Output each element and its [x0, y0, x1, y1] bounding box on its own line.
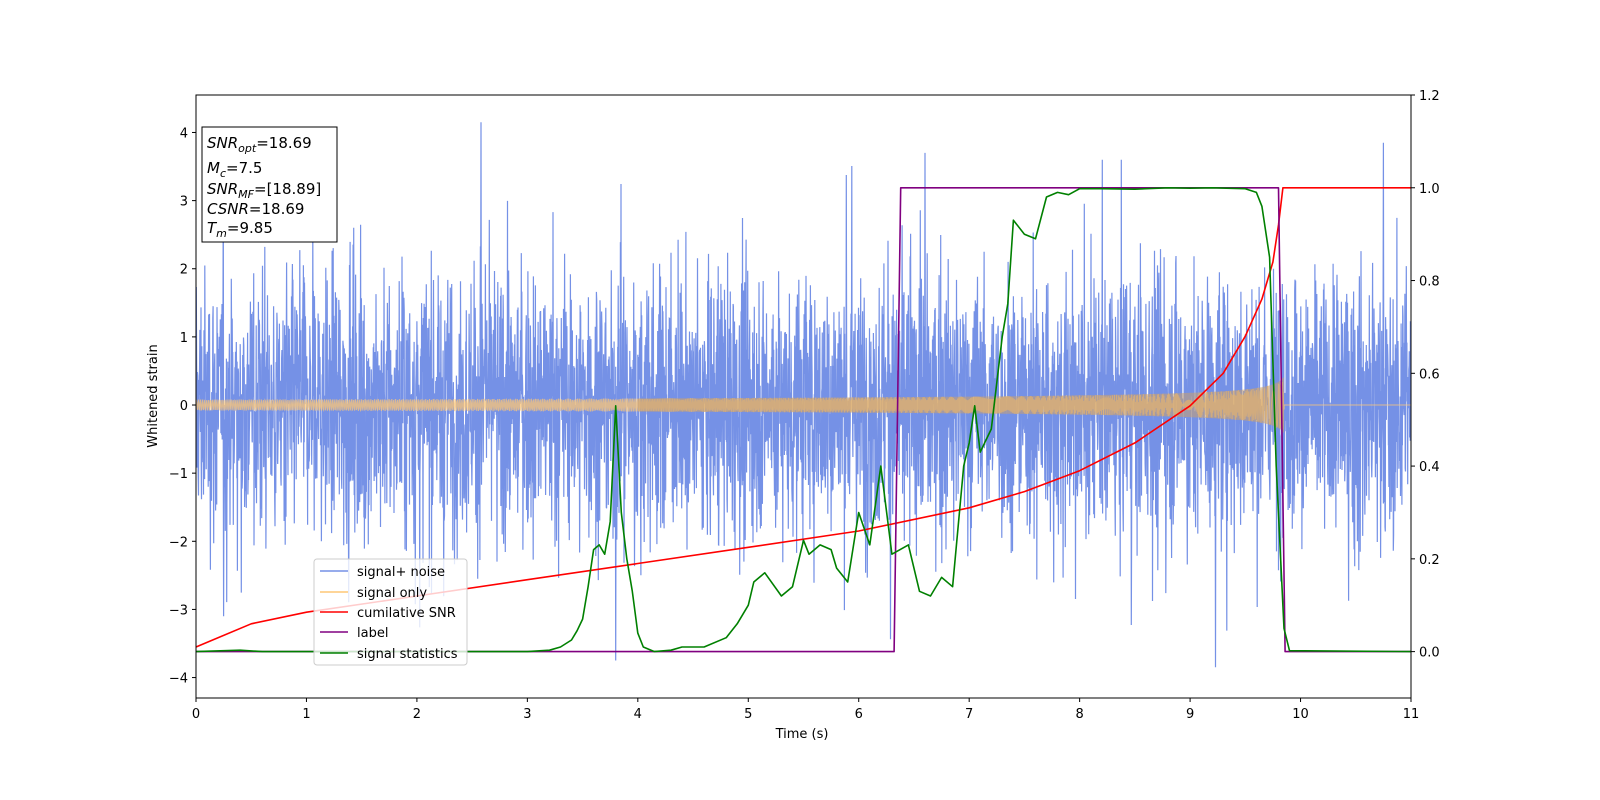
y-tick-label: −1	[169, 467, 188, 482]
x-tick-label: 9	[1186, 707, 1194, 722]
y-tick-label: −2	[169, 535, 188, 550]
x-tick-label: 11	[1403, 707, 1420, 722]
plot-frame	[195, 94, 1412, 699]
x-tick-label: 8	[1075, 707, 1083, 722]
x-axis-label: Time (s)	[775, 727, 829, 742]
legend-label-signal-only: signal only	[357, 586, 427, 601]
x-tick-label: 0	[192, 707, 200, 722]
y-tick-label: 0	[180, 399, 188, 414]
signal-noise-line	[196, 122, 1411, 668]
y2-tick-label: 1.2	[1419, 89, 1440, 104]
annotation-snr-opt: SNRopt=18.69	[207, 134, 312, 155]
y2-tick-label: 1.0	[1419, 182, 1440, 197]
signal-statistics-line	[196, 187, 1411, 653]
legend-label-label: label	[357, 626, 388, 641]
legend: signal+ noise signal only cumilative SNR…	[313, 558, 468, 666]
x-tick-label: 5	[744, 707, 752, 722]
x-tick-label: 1	[302, 707, 310, 722]
y-tick-label: 2	[180, 263, 188, 278]
x-tick-label: 3	[523, 707, 531, 722]
y2-tick-label: 0.2	[1419, 553, 1440, 568]
y2-tick-label: 0.0	[1419, 646, 1440, 661]
legend-label-signal-statistics: signal statistics	[357, 647, 458, 662]
annotation-snr-mf: SNRMF=[18.89]	[207, 180, 321, 201]
legend-label-signal-noise: signal+ noise	[357, 565, 445, 580]
y-tick-label: 1	[180, 331, 188, 346]
x-tick-label: 10	[1292, 707, 1309, 722]
axis-ticks: 0 1 2 3 4 5 6 7 8 9 10 11 −4 −3 −2 −1 0 1 2 3 4 0.0 0.2 0.4 0.6 0…	[169, 89, 1440, 722]
signal-only-series	[196, 377, 1411, 433]
y2-tick-label: 0.6	[1419, 367, 1440, 382]
y-tick-label: −4	[169, 672, 188, 687]
y-tick-label: 4	[180, 126, 188, 141]
y2-tick-label: 0.8	[1419, 275, 1440, 290]
x-tick-label: 2	[413, 707, 421, 722]
y-tick-label: 3	[180, 195, 188, 210]
y-axis-label: Whitened strain	[146, 344, 161, 447]
annotation-box: SNRopt=18.69 Mc=7.5 SNRMF=[18.89] CSNR=1…	[201, 126, 338, 243]
annotation-csnr: CSNR=18.69	[207, 200, 304, 218]
annotation-tm: Tm=9.85	[207, 219, 273, 240]
annotation-mc: Mc=7.5	[207, 159, 262, 180]
x-tick-label: 7	[965, 707, 973, 722]
y2-tick-label: 0.4	[1419, 460, 1440, 475]
legend-label-cumulative-snr: cumilative SNR	[357, 606, 456, 621]
x-tick-label: 6	[855, 707, 863, 722]
legend-box	[313, 558, 468, 666]
signal-noise-series	[196, 122, 1411, 668]
y-tick-label: −3	[169, 603, 188, 618]
signal-only-envelope	[637, 377, 1284, 433]
x-tick-label: 4	[634, 707, 642, 722]
